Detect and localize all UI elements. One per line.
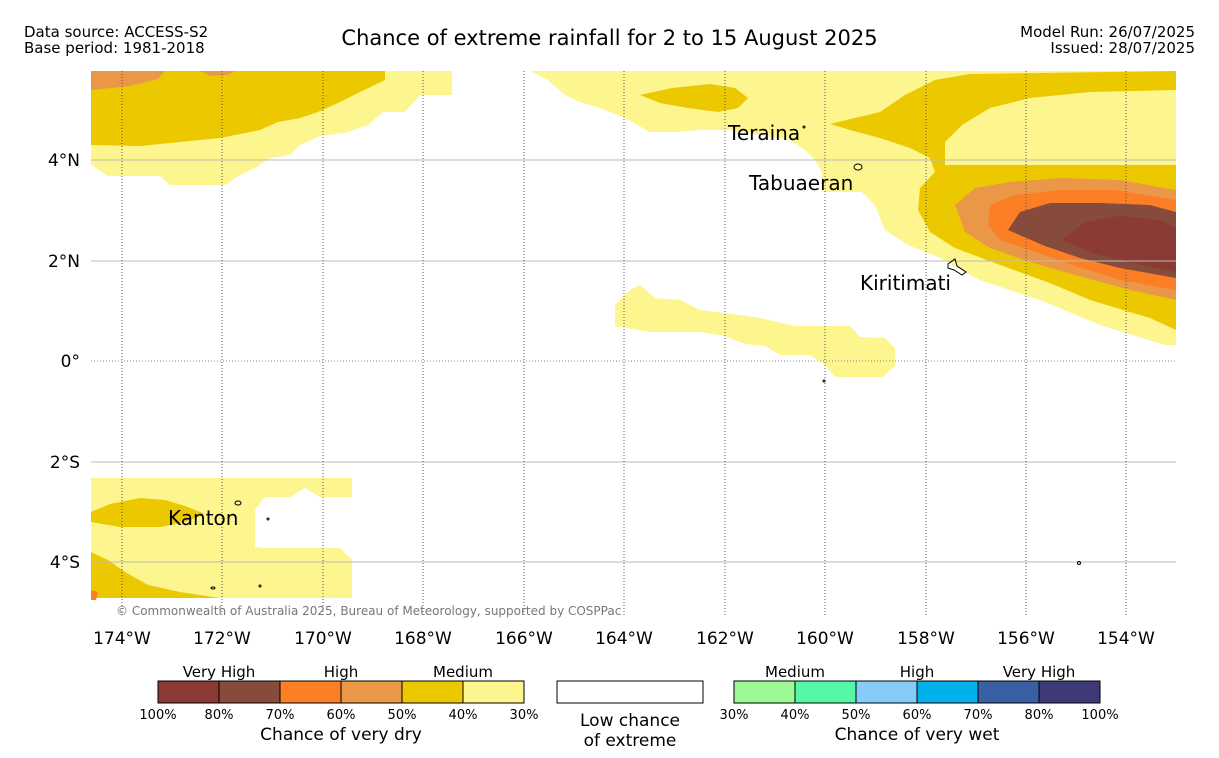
lon-label: 160°W bbox=[796, 629, 854, 649]
lat-label: 4°N bbox=[48, 151, 80, 171]
legend-wet-swatch bbox=[794, 680, 857, 704]
legend-dry-swatch bbox=[401, 680, 464, 704]
legend-dry-header: Very High bbox=[183, 663, 256, 681]
lon-label: 156°W bbox=[997, 629, 1055, 649]
legend-dry-tick-label: 60% bbox=[327, 708, 356, 723]
legend-dry-swatch bbox=[462, 680, 525, 704]
legend-dry-swatch bbox=[157, 680, 220, 704]
lat-label: 2°N bbox=[48, 252, 80, 272]
islet-1 bbox=[266, 517, 270, 521]
copyright-notice: © Commonwealth of Australia 2025, Bureau… bbox=[116, 604, 621, 618]
lon-label: 166°W bbox=[495, 629, 553, 649]
legend-dry-tick-label: 40% bbox=[449, 708, 478, 723]
longitude-labels: 174°W 172°W 170°W 168°W 166°W 164°W 162°… bbox=[93, 629, 1155, 649]
legend-dry-tick-label: 50% bbox=[388, 708, 417, 723]
legend-wet-tick-label: 50% bbox=[842, 708, 871, 723]
legend-wet-swatch bbox=[733, 680, 796, 704]
lat-label: 2°S bbox=[50, 453, 80, 473]
dry-40-region-nw bbox=[91, 71, 385, 146]
base-period-text: Base period: 1981-2018 bbox=[24, 39, 205, 57]
kiritimati-island-shape bbox=[947, 258, 967, 276]
legend-wet-header: High bbox=[900, 663, 934, 681]
legend-wet-tick-label: 100% bbox=[1081, 708, 1118, 723]
islet-3 bbox=[258, 584, 262, 588]
legend-dry-swatch bbox=[218, 680, 281, 704]
dry-60-blob-sw bbox=[91, 590, 98, 600]
place-label-tabuaeran: Tabuaeran bbox=[748, 171, 853, 195]
dry-30-region-north bbox=[530, 71, 1176, 345]
legend-wet-header: Medium bbox=[765, 663, 825, 681]
latitude-labels: 4°N 2°N 0° 2°S 4°S bbox=[48, 151, 80, 573]
legend-wet-swatches bbox=[733, 680, 1101, 704]
legend-dry-header: Medium bbox=[433, 663, 493, 681]
legend-dry-header: High bbox=[324, 663, 358, 681]
lon-label: 172°W bbox=[193, 629, 251, 649]
legend-wet-tick-label: 40% bbox=[781, 708, 810, 723]
lon-label: 170°W bbox=[294, 629, 352, 649]
islet-2 bbox=[210, 586, 216, 590]
legend-wet-tick-label: 70% bbox=[964, 708, 993, 723]
place-label-kiritimati: Kiritimati bbox=[860, 271, 951, 295]
dry-80-region-east bbox=[1062, 216, 1176, 272]
legend-dry-swatch bbox=[279, 680, 342, 704]
data-source-text: Data source: ACCESS-S2 bbox=[24, 23, 209, 41]
legend-wet-swatch bbox=[977, 680, 1040, 704]
legend-dry-tick-label: 70% bbox=[266, 708, 295, 723]
legend-low-chance: Low chance of extreme bbox=[556, 680, 704, 751]
dry-40-blob-teraina bbox=[640, 84, 748, 112]
place-label-teraina: Teraina bbox=[727, 121, 800, 145]
dry-50-region-nw bbox=[91, 71, 165, 90]
place-label-kanton: Kanton bbox=[168, 506, 238, 530]
header-left: Data source: ACCESS-S2 Base period: 1981… bbox=[24, 24, 208, 56]
legend-wet-swatch bbox=[916, 680, 979, 704]
legend-wet-caption: Chance of very wet bbox=[835, 725, 1000, 745]
lon-label: 174°W bbox=[93, 629, 151, 649]
lat-label: 4°S bbox=[50, 553, 80, 573]
legend-wet-ticks: 30% 40% 50% 60% 70% 80% 100% bbox=[720, 708, 1119, 723]
legend-dry-caption: Chance of very dry bbox=[260, 725, 422, 745]
islands bbox=[210, 125, 1081, 590]
legend-low-line1: Low chance bbox=[580, 711, 680, 731]
legend-wet-tick-label: 60% bbox=[903, 708, 932, 723]
lon-label: 168°W bbox=[394, 629, 452, 649]
legend-low-swatch bbox=[556, 680, 704, 704]
map-title: Chance of extreme rainfall for 2 to 15 A… bbox=[341, 26, 878, 50]
legend-low-line2: of extreme bbox=[584, 731, 677, 751]
dry-40-region-sw2 bbox=[91, 552, 220, 598]
legend-wet-header: Very High bbox=[1003, 663, 1076, 681]
legend-dry-tick-label: 100% bbox=[139, 708, 176, 723]
legend-dry-tick-label: 30% bbox=[510, 708, 539, 723]
lon-label: 162°W bbox=[696, 629, 754, 649]
lon-label: 154°W bbox=[1097, 629, 1155, 649]
graticule bbox=[91, 159, 1176, 563]
legend-dry-ticks: 100% 80% 70% 60% 50% 40% 30% bbox=[139, 708, 538, 723]
dry-50-region-nw2 bbox=[200, 71, 235, 76]
islet-5 bbox=[1077, 561, 1081, 565]
legend-wet-tick-label: 80% bbox=[1025, 708, 1054, 723]
lat-label: 0° bbox=[61, 352, 80, 372]
lon-label: 164°W bbox=[595, 629, 653, 649]
legend-wet: Medium High Very High 30% 40% 50% 60% 70% 80%… bbox=[720, 663, 1119, 745]
legend-dry: Very High High Medium 100% 80% 70% 60% 50% 40… bbox=[139, 663, 538, 745]
legend-wet-swatch bbox=[1038, 680, 1101, 704]
islet-4 bbox=[822, 379, 826, 383]
legend-wet-tick-label: 30% bbox=[720, 708, 749, 723]
dry-40-region-sw bbox=[91, 498, 205, 527]
model-run-text: Model Run: 26/07/2025 bbox=[1020, 23, 1195, 41]
legend-dry-tick-label: 80% bbox=[205, 708, 234, 723]
dry-30-region-equator bbox=[615, 285, 895, 377]
legend-wet-swatch bbox=[855, 680, 918, 704]
kanton-island-shape bbox=[234, 500, 242, 506]
header-right: Model Run: 26/07/2025 Issued: 28/07/2025 bbox=[1020, 24, 1195, 56]
probability-field bbox=[91, 71, 1176, 600]
islet-6 bbox=[802, 125, 806, 129]
meridians bbox=[121, 71, 1127, 617]
issued-text: Issued: 28/07/2025 bbox=[1050, 39, 1195, 57]
lon-label: 158°W bbox=[897, 629, 955, 649]
tabuaeran-island-shape bbox=[853, 163, 863, 171]
legend-dry-swatch bbox=[340, 680, 403, 704]
legend-dry-swatches bbox=[157, 680, 525, 704]
